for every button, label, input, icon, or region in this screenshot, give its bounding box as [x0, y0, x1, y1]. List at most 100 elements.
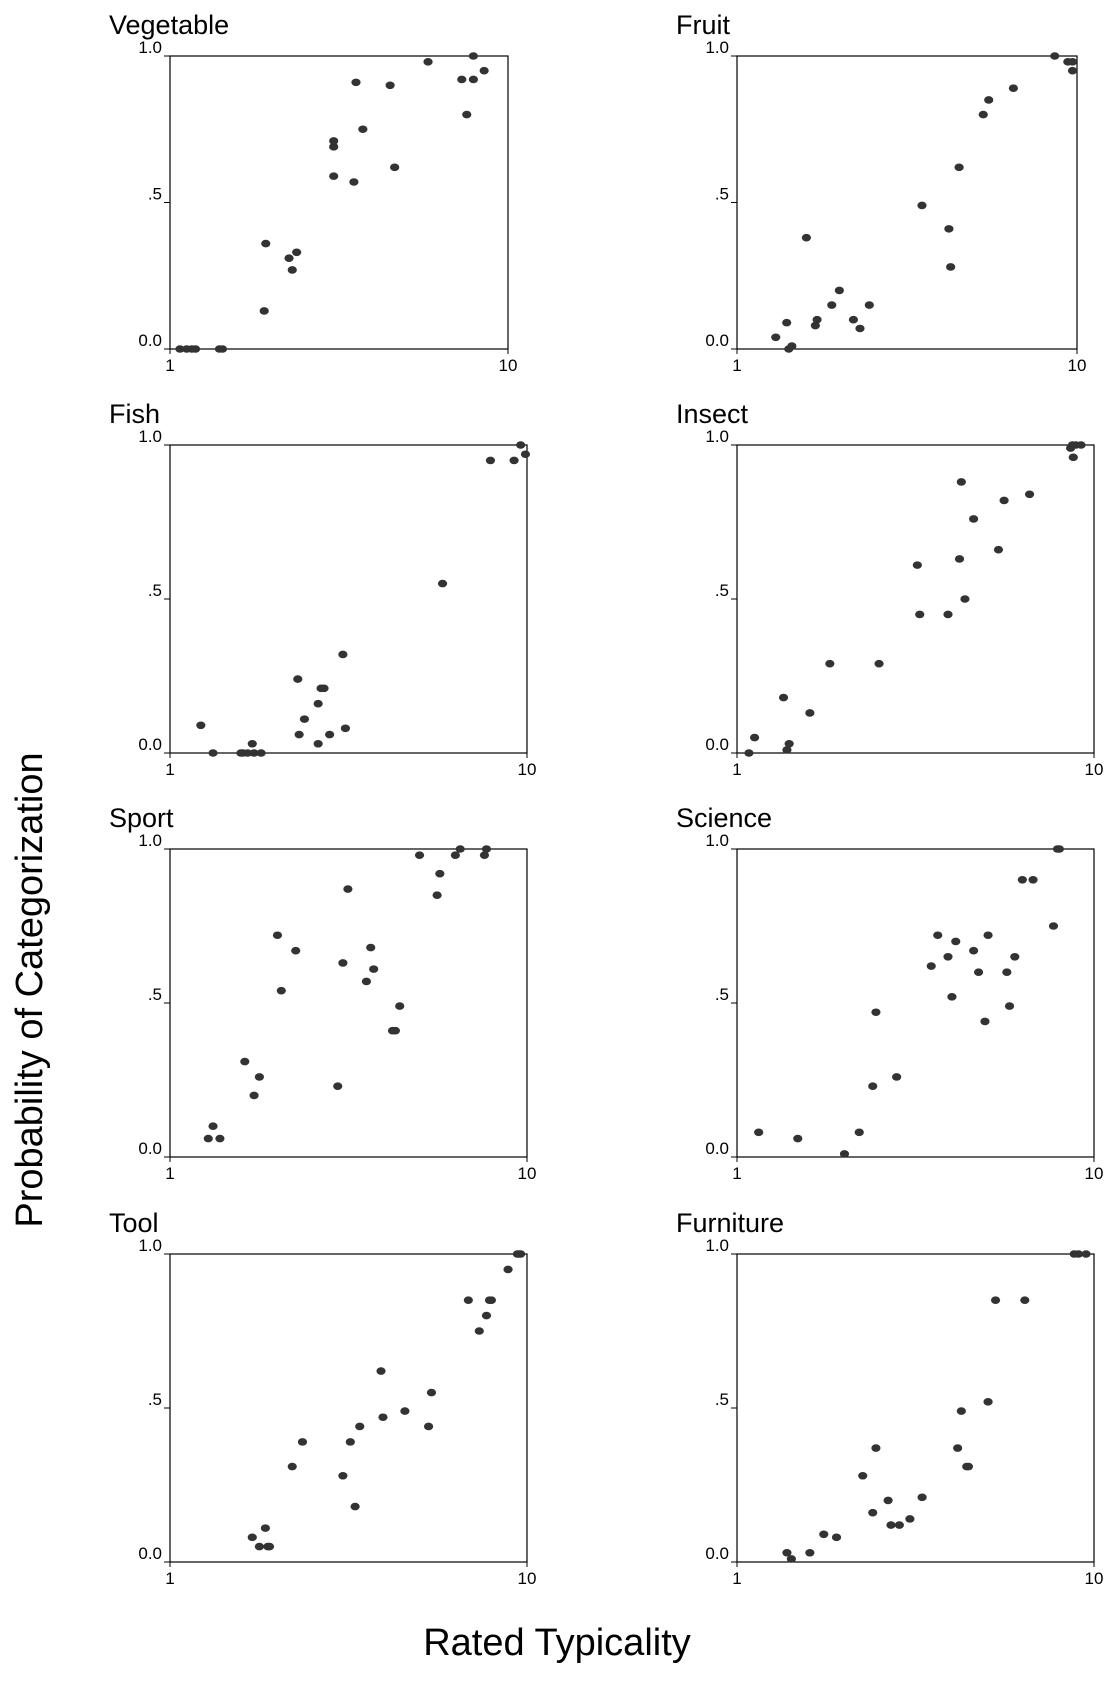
data-point: [1002, 968, 1012, 976]
y-tick-label: 0.0: [138, 1544, 162, 1563]
y-tick-label: .5: [715, 581, 729, 600]
y-tick-label: 0.0: [138, 735, 162, 754]
data-point: [834, 286, 844, 295]
data-point: [1004, 1002, 1015, 1010]
data-point: [338, 650, 348, 659]
data-point: [782, 746, 792, 754]
data-point: [249, 1091, 259, 1100]
data-point: [917, 1493, 927, 1502]
data-point: [338, 959, 348, 967]
data-point: [892, 1073, 902, 1081]
data-point: [350, 1502, 360, 1511]
data-point: [1076, 441, 1086, 449]
x-tick-label: 10: [518, 1164, 537, 1183]
data-point: [313, 739, 323, 748]
panel-sport: Sport 0.0 .5 1.0 1 10: [109, 803, 536, 1183]
data-point: [1081, 1250, 1091, 1258]
data-point: [292, 248, 302, 257]
y-tick-label: .5: [148, 185, 162, 204]
data-point: [254, 1073, 264, 1081]
y-tick-label: 0.0: [705, 331, 729, 350]
data-point: [437, 579, 448, 588]
plot-frame: [736, 444, 1095, 754]
x-tick-label: 1: [165, 1164, 174, 1183]
data-point: [754, 1128, 764, 1137]
data-point: [905, 1515, 915, 1523]
y-tick-label: .5: [715, 1390, 729, 1409]
data-point: [912, 561, 922, 569]
data-point: [915, 610, 925, 619]
data-point: [264, 1542, 275, 1551]
data-point: [256, 749, 266, 757]
data-point: [1010, 953, 1020, 961]
data-point: [450, 851, 460, 859]
data-point: [990, 1296, 1001, 1304]
data-point: [868, 1082, 878, 1090]
data-point: [276, 986, 286, 995]
data-point: [963, 1462, 974, 1471]
y-tick-label: 1.0: [138, 1236, 162, 1255]
x-tick-label: 10: [1085, 1569, 1104, 1588]
data-point: [978, 110, 988, 119]
panel-title: Vegetable: [109, 10, 229, 40]
panel-title: Sport: [109, 803, 174, 833]
data-point: [287, 1462, 297, 1471]
x-tick-label: 1: [732, 1164, 741, 1183]
data-point: [175, 345, 185, 353]
x-tick-label: 10: [1068, 356, 1087, 375]
data-point: [272, 931, 283, 940]
data-point: [358, 125, 368, 134]
data-point: [485, 456, 496, 465]
panel-furniture: Furniture 0.0 .5 1.0 1 10: [676, 1208, 1103, 1588]
data-point: [947, 993, 957, 1001]
data-point: [516, 441, 526, 449]
data-point: [486, 1296, 497, 1304]
data-point: [294, 730, 304, 739]
data-point: [468, 52, 478, 60]
data-point: [810, 321, 820, 330]
data-point: [261, 239, 271, 248]
y-tick-label: 0.0: [138, 1139, 162, 1158]
data-point: [215, 1134, 225, 1143]
data-point: [351, 78, 361, 87]
data-point: [299, 715, 310, 723]
panel-vegetable: Vegetable 0.0 .5 1.0 1 10: [109, 10, 517, 375]
x-tick-label: 1: [165, 1569, 174, 1588]
data-point: [338, 1471, 348, 1480]
data-point: [313, 699, 323, 708]
plot-frame: [169, 444, 528, 754]
data-point: [944, 225, 954, 233]
data-point: [208, 749, 218, 757]
data-point: [827, 301, 837, 309]
data-point: [782, 1548, 792, 1557]
plot-frame: [736, 55, 1078, 350]
data-point: [325, 730, 335, 739]
data-point: [864, 301, 874, 309]
data-point: [474, 1327, 484, 1335]
data-point: [954, 163, 964, 172]
data-point: [196, 721, 206, 730]
data-point: [1073, 1250, 1084, 1258]
panel-fish: Fish 0.0 .5 1.0 1 10: [109, 399, 536, 779]
data-point: [240, 1057, 250, 1066]
panel-title: Fish: [109, 399, 160, 429]
y-tick-label: 1.0: [705, 38, 729, 57]
data-point: [509, 456, 519, 465]
data-point: [329, 137, 339, 145]
x-tick-label: 1: [732, 760, 741, 779]
y-tick-label: 0.0: [138, 331, 162, 350]
data-point: [883, 1496, 893, 1505]
y-tick-label: .5: [148, 581, 162, 600]
data-point: [749, 733, 760, 742]
data-point: [249, 749, 259, 757]
data-point: [787, 342, 797, 350]
panel-fruit: Fruit 0.0 .5 1.0 1 10: [676, 10, 1086, 375]
data-point: [378, 1413, 388, 1422]
data-point: [426, 1388, 437, 1397]
data-point: [784, 739, 794, 748]
data-point: [805, 709, 815, 717]
data-point: [943, 610, 953, 619]
data-point: [778, 693, 789, 702]
data-point: [1017, 876, 1027, 884]
